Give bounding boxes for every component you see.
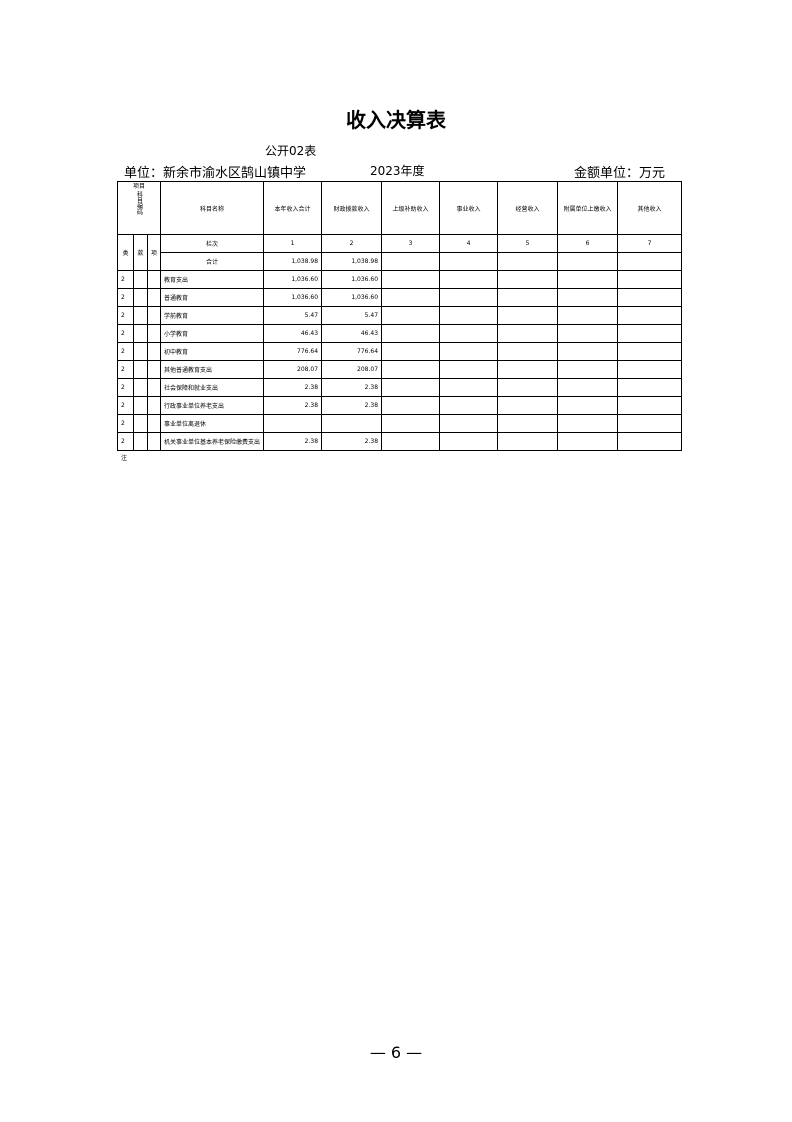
header-col: 上级补助收入: [381, 181, 441, 235]
value-total: 2.38: [263, 396, 323, 415]
money-unit-label: 金额单位：万元: [574, 166, 666, 181]
index-label: 栏次: [160, 234, 265, 253]
table-row: 2 教育支出 1,036.60 1,036.60: [117, 270, 683, 289]
page-number: — 6 —: [369, 1043, 423, 1062]
subject-name: 教育支出: [160, 270, 265, 289]
value-fiscal: 5.47: [321, 306, 383, 325]
code: 2: [117, 270, 134, 289]
year-label: 2023年度: [370, 164, 425, 178]
header-col: 事业收入: [439, 181, 499, 235]
value-fiscal: 2.38: [321, 378, 383, 397]
header-item: 项目: [133, 183, 146, 190]
index-num: 6: [557, 234, 619, 253]
code: 2: [117, 288, 134, 307]
index-num: 1: [263, 234, 323, 253]
table-row: 2 社会保障和就业支出 2.38 2.38: [117, 378, 683, 397]
value-fiscal: 2.38: [321, 396, 383, 415]
code: 2: [117, 432, 134, 451]
value-total: 5.47: [263, 306, 323, 325]
header-col: 财政拨款收入: [321, 181, 383, 235]
total-value: 1,038.98: [321, 252, 383, 271]
value-fiscal: 1,036.60: [321, 288, 383, 307]
index-num: 3: [381, 234, 441, 253]
subject-name: 普通教育: [160, 288, 265, 307]
index-row: 类款项栏次 1 2 3 4 5 6 7: [117, 234, 683, 271]
code: 2: [117, 414, 134, 433]
index-num: 7: [617, 234, 683, 253]
header-xiang: 项: [146, 234, 162, 271]
header-code: 科目编码: [135, 191, 143, 215]
value-total: 2.38: [263, 432, 323, 451]
subject-name: 事业单位离退休: [160, 414, 265, 433]
table-row: 2 小学教育 46.43 46.43: [117, 324, 683, 343]
value-total: 2.38: [263, 378, 323, 397]
index-num: 5: [497, 234, 559, 253]
header-col: 附属单位上缴收入: [557, 181, 619, 235]
index-num: 4: [439, 234, 499, 253]
subject-name: 其他普通教育支出: [160, 360, 265, 379]
header-name: 科目名称: [160, 181, 265, 235]
code: 2: [117, 306, 134, 325]
total-row: 合计 1,038.98 1,038.98: [118, 252, 683, 271]
total-label: 合计: [160, 252, 265, 271]
subject-name: 学前教育: [160, 306, 265, 325]
value-total: 1,036.60: [263, 270, 323, 289]
table-row: 2 初中教育 776.64 776.64: [117, 342, 683, 361]
table-row: 2 学前教育 5.47 5.47: [117, 306, 683, 325]
value-fiscal: 208.07: [321, 360, 383, 379]
table-row: 2 普通教育 1,036.60 1,036.60: [117, 288, 683, 307]
header-row: 项目 科目编码 科目名称 本年收入合计 财政拨款收入 上级补助收入 事业收入 经营收入 附属单位…: [116, 181, 683, 235]
table-code: 公开02表: [265, 144, 317, 158]
value-total: 1,036.60: [263, 288, 323, 307]
value-total: [263, 414, 323, 433]
table-row: 2 行政事业单位养老支出 2.38 2.38: [117, 396, 683, 415]
value-fiscal: 2.38: [321, 432, 383, 451]
header-kuan: 款: [133, 234, 148, 271]
code: 2: [117, 324, 134, 343]
subject-name: 初中教育: [160, 342, 265, 361]
table-row: 2 事业单位离退休: [117, 414, 683, 433]
header-lei: 类: [117, 234, 134, 271]
total-value: 1,038.98: [263, 252, 323, 271]
header-col: 本年收入合计: [263, 181, 323, 235]
header-item-cell: 项目 科目编码: [116, 181, 162, 235]
page-title: 收入决算表: [346, 108, 446, 132]
value-total: 46.43: [263, 324, 323, 343]
income-table: 项目 科目编码 科目名称 本年收入合计 财政拨款收入 上级补助收入 事业收入 经营收入 附属单位…: [116, 181, 683, 451]
subject-name: 机关事业单位基本养老保险缴费支出: [160, 432, 265, 451]
index-num: 2: [321, 234, 383, 253]
table-row: 2 其他普通教育支出 208.07 208.07: [117, 360, 683, 379]
value-total: 208.07: [263, 360, 323, 379]
value-fiscal: 776.64: [321, 342, 383, 361]
value-total: 776.64: [263, 342, 323, 361]
note: 注: [121, 455, 128, 462]
subject-name: 行政事业单位养老支出: [160, 396, 265, 415]
code: 2: [117, 378, 134, 397]
table-row: 2 机关事业单位基本养老保险缴费支出 2.38 2.38: [117, 432, 683, 451]
code: 2: [117, 360, 134, 379]
header-col: 其他收入: [617, 181, 683, 235]
value-fiscal: [321, 414, 383, 433]
subject-name: 小学教育: [160, 324, 265, 343]
value-fiscal: 1,036.60: [321, 270, 383, 289]
code: 2: [117, 342, 134, 361]
header-col: 经营收入: [497, 181, 559, 235]
value-fiscal: 46.43: [321, 324, 383, 343]
unit-label: 单位：新余市渝水区鹄山镇中学: [124, 166, 307, 181]
code: 2: [117, 396, 134, 415]
subject-name: 社会保障和就业支出: [160, 378, 265, 397]
